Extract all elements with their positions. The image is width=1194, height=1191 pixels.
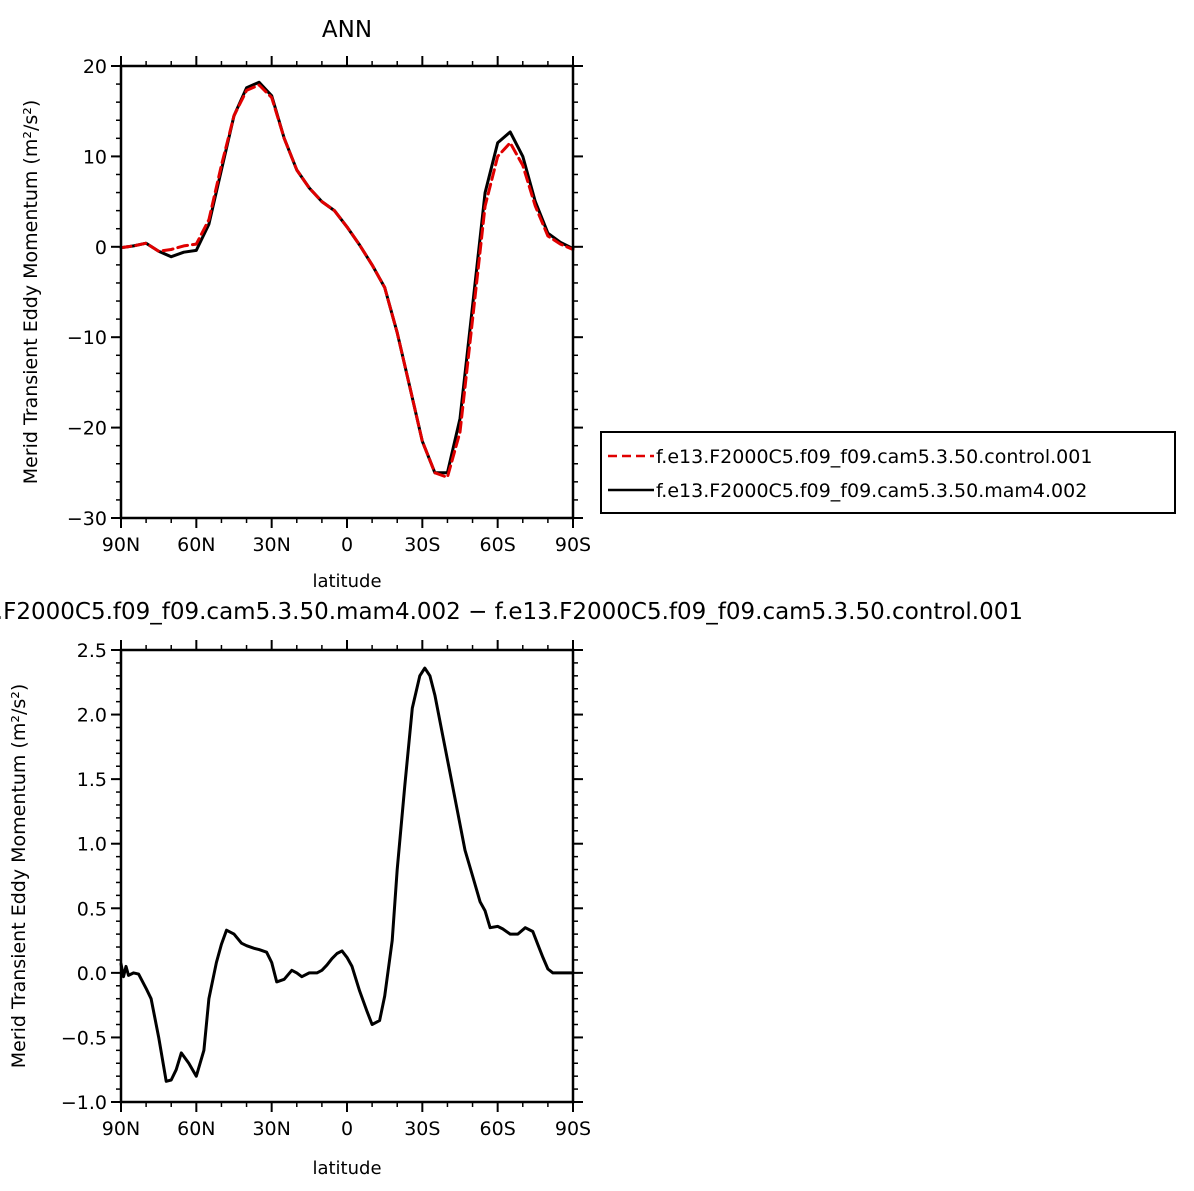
legend-box: [600, 431, 1176, 514]
legend-label-mam4: f.e13.F2000C5.f09_f09.cam5.3.50.mam4.002: [656, 480, 1087, 502]
top-y-tick-label: −20: [67, 418, 107, 440]
top-x-tick-label: 60N: [177, 534, 215, 556]
legend-label-control: f.e13.F2000C5.f09_f09.cam5.3.50.control.…: [656, 446, 1092, 468]
bottom-plot-frame: [119, 648, 575, 1104]
bottom-y-axis-label: Merid Transient Eddy Momentum (m²/s²): [8, 684, 30, 1069]
bottom-x-tick-label: 60S: [480, 1118, 516, 1140]
top-y-tick-label: 10: [83, 146, 107, 168]
top-x-tick-label: 30N: [252, 534, 290, 556]
top-x-tick-label: 60S: [480, 534, 516, 556]
top-y-tick-label: 0: [95, 237, 107, 259]
bottom-x-tick-label: 30S: [404, 1118, 440, 1140]
top-x-tick-label: 30S: [404, 534, 440, 556]
top-series-line-1: [119, 83, 575, 479]
bottom-x-axis-label: latitude: [312, 1158, 381, 1179]
bottom-y-tick-label: 1.5: [77, 769, 107, 791]
top-y-axis-label: Merid Transient Eddy Momentum (m²/s²): [20, 100, 42, 485]
bottom-x-tick-label: 60N: [177, 1118, 215, 1140]
bottom-y-tick-label: 0.5: [77, 898, 107, 920]
top-plot-frame: [119, 64, 575, 520]
bottom-x-tick-label: 0: [341, 1118, 353, 1140]
bottom-y-tick-label: 2.0: [77, 705, 107, 727]
top-y-tick-label: −30: [67, 508, 107, 530]
bottom-plot: f.e13.F2000C5.f09_f09.cam5.3.50.mam4.002…: [0, 599, 1023, 1179]
bottom-y-tick-label: 2.5: [77, 640, 107, 662]
top-x-tick-label: 90N: [102, 534, 140, 556]
bottom-x-tick-label: 30N: [252, 1118, 290, 1140]
bottom-x-tick-label: 90S: [555, 1118, 591, 1140]
bottom-x-tick-label: 90N: [102, 1118, 140, 1140]
top-plot: ANN 90N 60N 30N 0 30S 60S 90S 20 10 0 −10 −20 −30 la…: [20, 17, 591, 592]
top-x-axis-label: latitude: [312, 571, 381, 592]
top-y-tick-label: 20: [83, 56, 107, 78]
bottom-y-tick-label: −1.0: [61, 1092, 107, 1114]
bottom-plot-title: f.e13.F2000C5.f09_f09.cam5.3.50.mam4.002…: [0, 599, 1023, 625]
top-plot-title: ANN: [322, 17, 372, 43]
bottom-y-tick-label: 0.0: [77, 963, 107, 985]
legend: f.e13.F2000C5.f09_f09.cam5.3.50.control.…: [600, 431, 1176, 514]
bottom-y-tick-label: 1.0: [77, 834, 107, 856]
bottom-y-tick-label: −0.5: [61, 1027, 107, 1049]
top-series-line-0: [119, 80, 575, 475]
bottom-series-line-0: [119, 666, 575, 1083]
top-x-tick-label: 0: [341, 534, 353, 556]
top-y-tick-label: −10: [67, 327, 107, 349]
top-x-tick-label: 90S: [555, 534, 591, 556]
